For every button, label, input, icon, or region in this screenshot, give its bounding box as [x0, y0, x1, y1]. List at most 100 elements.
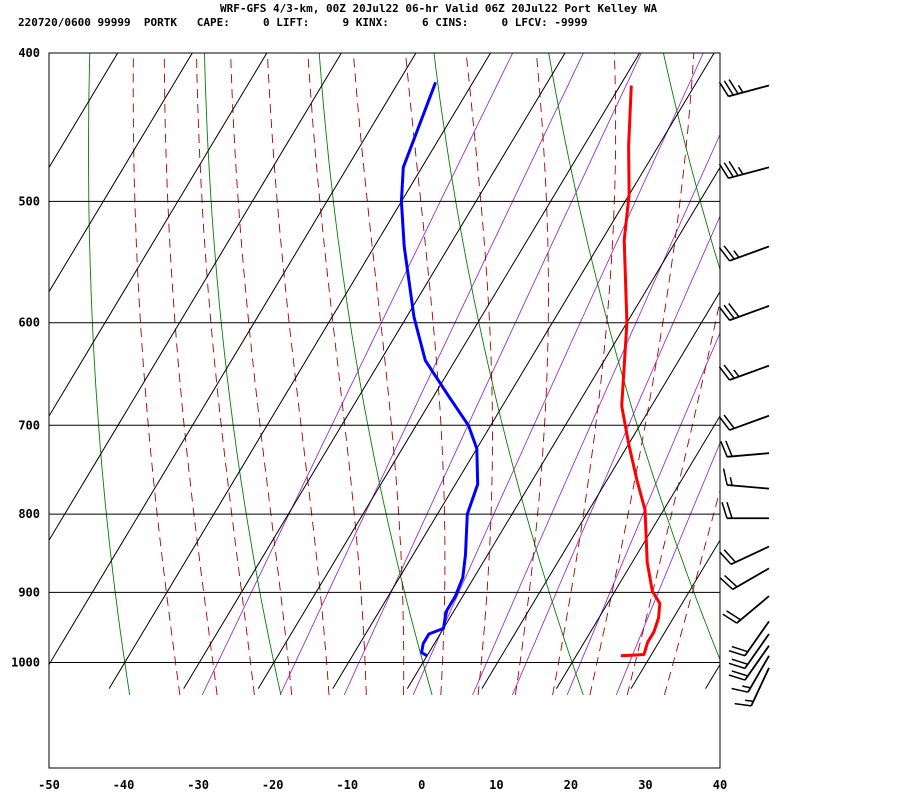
dry-adiabat [88, 53, 131, 696]
y-tick-label: 500 [18, 194, 40, 208]
isotherm-line [49, 53, 193, 293]
wind-barb-flag [728, 674, 746, 681]
wind-barb-staff [736, 595, 770, 624]
wind-barb-flag [723, 414, 735, 429]
dry-adiabat [662, 53, 720, 272]
wind-barb-flag [723, 549, 737, 563]
x-tick-labels: -50 -40 -30 -20 -10 0 10 20 30 40 [38, 778, 727, 792]
grid-lines [49, 53, 720, 689]
wind-barb-flag [728, 662, 746, 670]
moist-adiabat [230, 53, 293, 696]
wind-barb-flag [731, 670, 749, 677]
wind-barb-staff [727, 452, 770, 458]
isotherm-line [556, 415, 720, 689]
y-tick-labels: 400 500 600 700 800 900 1000 [11, 46, 40, 670]
x-tick-label: -50 [38, 778, 60, 792]
wind-barb-flag [726, 610, 742, 621]
moist-adiabat [664, 488, 720, 696]
wind-barb-flag [718, 81, 730, 97]
mixing-ratio-line [472, 133, 720, 696]
plot-frame [48, 52, 721, 769]
wind-barb-flag [723, 304, 735, 319]
temperature-line [620, 85, 662, 658]
wind-barb-flag [718, 163, 730, 179]
wind-barb-staff [729, 364, 770, 381]
wind-barb-half-flag [733, 250, 740, 258]
mixing-ratio-line [412, 53, 704, 696]
wind-barb-staff [732, 567, 770, 591]
wind-barb-flag [723, 364, 735, 379]
wind-barb-staff [729, 245, 770, 262]
wind-barb-staff [744, 633, 770, 669]
wind-barb-half-flag [742, 685, 751, 689]
wind-barb-flag [719, 551, 732, 565]
wind-barb-half-flag [744, 699, 754, 703]
isotherm-line [49, 53, 342, 542]
x-tick-label: -20 [262, 778, 284, 792]
isotherm-line [481, 290, 720, 689]
wind-barb-flag [728, 79, 739, 95]
wind-barb-flag [722, 613, 738, 624]
wind-barb-flag [728, 161, 739, 176]
moist-adiabat [196, 53, 255, 696]
x-tick-label: 20 [564, 778, 578, 792]
y-tick-label: 600 [18, 316, 40, 330]
isotherm-line [108, 53, 492, 689]
isotherm-line [257, 53, 641, 689]
y-tick-label: 700 [18, 418, 40, 432]
wind-barb-flag [725, 440, 733, 457]
mixing-ratio-line [511, 215, 720, 696]
moist-adiabat [266, 53, 330, 696]
mixing-ratio-line [201, 53, 514, 696]
x-tick-label: 10 [489, 778, 503, 792]
wind-barb-staff [729, 305, 770, 322]
background-lines [88, 19, 900, 696]
wind-barb-flag [722, 468, 728, 486]
wind-barb-half-flag [733, 369, 740, 378]
wind-barb-flag [720, 441, 728, 458]
moist-adiabat [514, 53, 549, 696]
wind-barb-flag [721, 502, 728, 519]
wind-barb-staff [729, 414, 770, 431]
x-tick-label: -10 [336, 778, 358, 792]
isotherm-line [183, 53, 566, 689]
x-tick-label: -30 [187, 778, 209, 792]
moist-adiabat [307, 53, 367, 695]
dry-adiabat [769, 19, 900, 695]
isotherm-line [49, 53, 119, 169]
dry-adiabat [882, 19, 900, 695]
isotherm-line [49, 53, 268, 418]
wind-barb-staff [728, 84, 770, 98]
wind-barb-half-flag [737, 166, 744, 175]
x-tick-label: 40 [713, 778, 727, 792]
isotherm-line [49, 53, 417, 666]
wind-barb-flag [723, 162, 734, 178]
y-tick-label: 400 [18, 46, 40, 60]
wind-barb-flag [718, 247, 731, 262]
wind-barb-flag [723, 245, 735, 260]
wind-barb-flag [734, 702, 752, 707]
wind-barb-staff [727, 484, 770, 490]
wind-barb-flag [724, 574, 738, 588]
profiles [399, 81, 662, 658]
dry-adiabat [204, 53, 282, 696]
dewpoint-line [399, 81, 480, 658]
wind-barb-flag [731, 687, 749, 693]
x-tick-label: -40 [113, 778, 135, 792]
wind-barb-staff [730, 545, 770, 566]
isotherm-line [332, 53, 715, 689]
wind-barb-flag [731, 658, 749, 665]
isotherm-line [406, 166, 720, 689]
moist-adiabat [465, 53, 493, 696]
wind-barb-flag [718, 366, 731, 381]
wind-barb-flag [718, 416, 731, 431]
moist-adiabat [352, 53, 405, 696]
wind-barb-flag [731, 645, 749, 653]
dry-adiabat [433, 53, 584, 696]
wind-barb-flag [728, 649, 746, 657]
y-tick-label: 1000 [11, 656, 40, 670]
wind-barb-half-flag [729, 477, 733, 486]
wind-barb-staff [747, 655, 770, 693]
moist-adiabat [626, 299, 720, 696]
